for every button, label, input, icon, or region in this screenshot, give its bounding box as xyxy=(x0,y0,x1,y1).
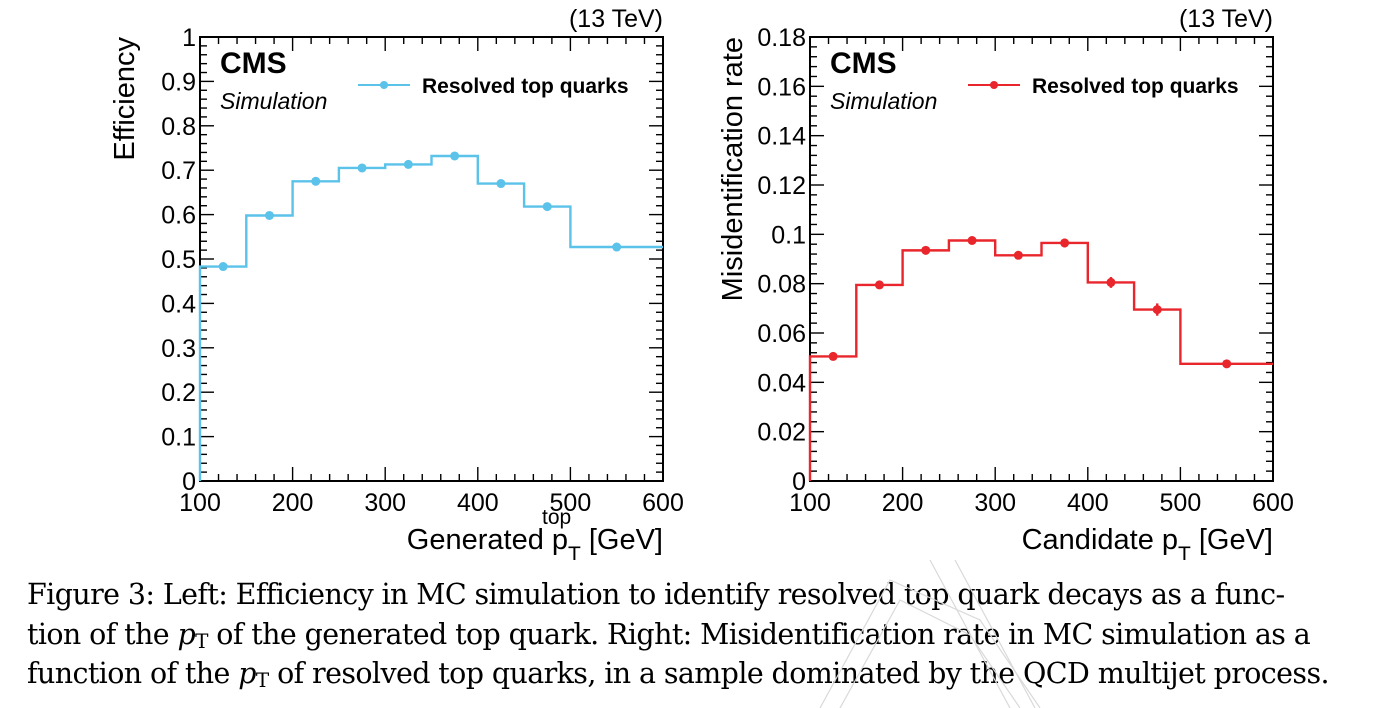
y-tick-label: 1 xyxy=(182,24,196,52)
y-tick-label: 0.18 xyxy=(757,24,806,52)
y-tick-label: 0.12 xyxy=(757,172,806,200)
caption-line-2b: of the generated top quark. Right: Misid… xyxy=(207,617,1311,651)
x-tick-label: 300 xyxy=(974,489,1016,517)
x-tick-label: 500 xyxy=(1160,489,1202,517)
y-tick-label: 0.1 xyxy=(771,221,806,249)
figure-3: 100 200 300 400 500 600 0 0.1 0.2 0.3 0.4 0.5 0.6 0.7… xyxy=(109,5,1294,560)
data-point xyxy=(542,202,552,212)
legend-label: Resolved top quarks xyxy=(1032,75,1239,98)
x-axis-title-main: Generated p xyxy=(407,524,568,556)
energy-label: (13 TeV) xyxy=(1179,5,1273,33)
energy-label: (13 TeV) xyxy=(569,5,663,33)
x-tick-label: 200 xyxy=(882,489,924,517)
experiment-label: CMS xyxy=(220,47,287,80)
y-tick-label: 0.7 xyxy=(161,157,196,185)
y-axis-title: Efficiency xyxy=(109,37,141,161)
data-point xyxy=(967,236,977,245)
data-point xyxy=(264,210,274,220)
x-tick-label: 400 xyxy=(457,489,499,517)
y-tick-label: 0.02 xyxy=(757,419,806,447)
x-axis-title: Candidate pT [GeV] xyxy=(1022,524,1273,560)
legend-label: Resolved top quarks xyxy=(422,75,629,98)
y-tick-label: 0 xyxy=(182,468,196,496)
watermark-graphic xyxy=(819,560,1041,708)
data-point xyxy=(874,280,884,290)
plot-frame xyxy=(809,36,1274,482)
data-point xyxy=(450,151,460,161)
y-axis-title: Misidentification rate xyxy=(717,37,749,301)
y-tick-label: 0.6 xyxy=(161,202,196,230)
x-tick-label: 600 xyxy=(1252,489,1294,517)
x-axis-title: Generated pT [GeV] xyxy=(407,524,663,560)
x-axis-title-main: Candidate p xyxy=(1022,524,1178,556)
y-tick-label: 0.16 xyxy=(757,73,806,101)
data-point xyxy=(496,179,506,189)
series-step-line xyxy=(808,239,1273,481)
caption-p-symbol-2: p xyxy=(238,657,256,690)
efficiency-plot: 100 200 300 400 500 600 0 0.1 0.2 0.3 0.4 0.5 0.6 0.7… xyxy=(109,5,684,560)
data-point xyxy=(311,176,321,186)
data-point xyxy=(612,242,622,252)
y-tick-label: 0.06 xyxy=(757,320,806,348)
series-step-line xyxy=(198,154,663,481)
caption-line-1: Figure 3: Left: Efficiency in MC simulat… xyxy=(27,578,1285,611)
figure-canvas: 100 200 300 400 500 600 0 0.1 0.2 0.3 0.4 0.5 0.6 0.7… xyxy=(109,5,1294,560)
y-tick-label: 0.4 xyxy=(161,290,196,318)
x-axis-title-units: [GeV] xyxy=(589,524,663,556)
y-tick-label: 0.04 xyxy=(757,369,806,397)
caption-t-subscript-2: T xyxy=(255,668,269,692)
data-point xyxy=(828,351,838,361)
y-tick-label: 0.08 xyxy=(757,271,806,299)
x-axis-title-subscript: T xyxy=(1178,543,1191,560)
x-axis-title-superscript: top xyxy=(542,506,571,529)
y-tick-label: 0.8 xyxy=(161,113,196,141)
data-point xyxy=(1222,359,1232,369)
data-point xyxy=(1013,250,1023,260)
x-tick-label: 600 xyxy=(642,489,684,517)
data-point xyxy=(218,262,228,272)
y-tick-label: 0.2 xyxy=(161,379,196,407)
x-tick-label: 400 xyxy=(1067,489,1109,517)
y-tick-label: 0.3 xyxy=(161,335,196,363)
data-point xyxy=(403,159,413,169)
caption-t-subscript: T xyxy=(195,628,208,653)
caption-line-3a: function of the xyxy=(27,657,239,690)
y-tick-label: 0.5 xyxy=(161,246,196,274)
legend-marker xyxy=(990,81,998,89)
x-axis-title-units: [GeV] xyxy=(1199,524,1273,556)
caption-p-symbol: p xyxy=(177,617,196,651)
legend-marker xyxy=(380,81,388,89)
x-tick-label: 300 xyxy=(364,489,406,517)
data-point xyxy=(921,245,931,255)
simulation-label: Simulation xyxy=(830,88,937,114)
data-point xyxy=(1152,305,1162,315)
data-point xyxy=(1060,238,1070,248)
x-tick-label: 100 xyxy=(789,489,831,517)
x-axis-title-subscript: T xyxy=(568,543,581,560)
caption-line-3b: of resolved top quarks, in a sample domi… xyxy=(268,657,1329,690)
y-tick-label: 0.14 xyxy=(757,123,806,151)
data-point xyxy=(1106,277,1116,287)
x-tick-label: 100 xyxy=(179,489,221,517)
misidentification-plot: 100 200 300 400 500 600 0 0.02 0.04 0.06 0.08 0.1 0.… xyxy=(717,5,1294,560)
figure-caption: Figure 3: Left: Efficiency in MC simulat… xyxy=(27,575,1372,694)
x-tick-label: 200 xyxy=(272,489,314,517)
caption-line-2a: tion of the xyxy=(27,617,178,651)
experiment-label: CMS xyxy=(830,47,897,80)
x-tick-label: 500 xyxy=(550,489,592,517)
y-tick-label: 0.9 xyxy=(161,68,196,96)
simulation-label: Simulation xyxy=(220,88,327,114)
data-point xyxy=(357,163,367,173)
y-tick-label: 0.1 xyxy=(161,424,196,452)
y-tick-label: 0 xyxy=(792,468,806,496)
